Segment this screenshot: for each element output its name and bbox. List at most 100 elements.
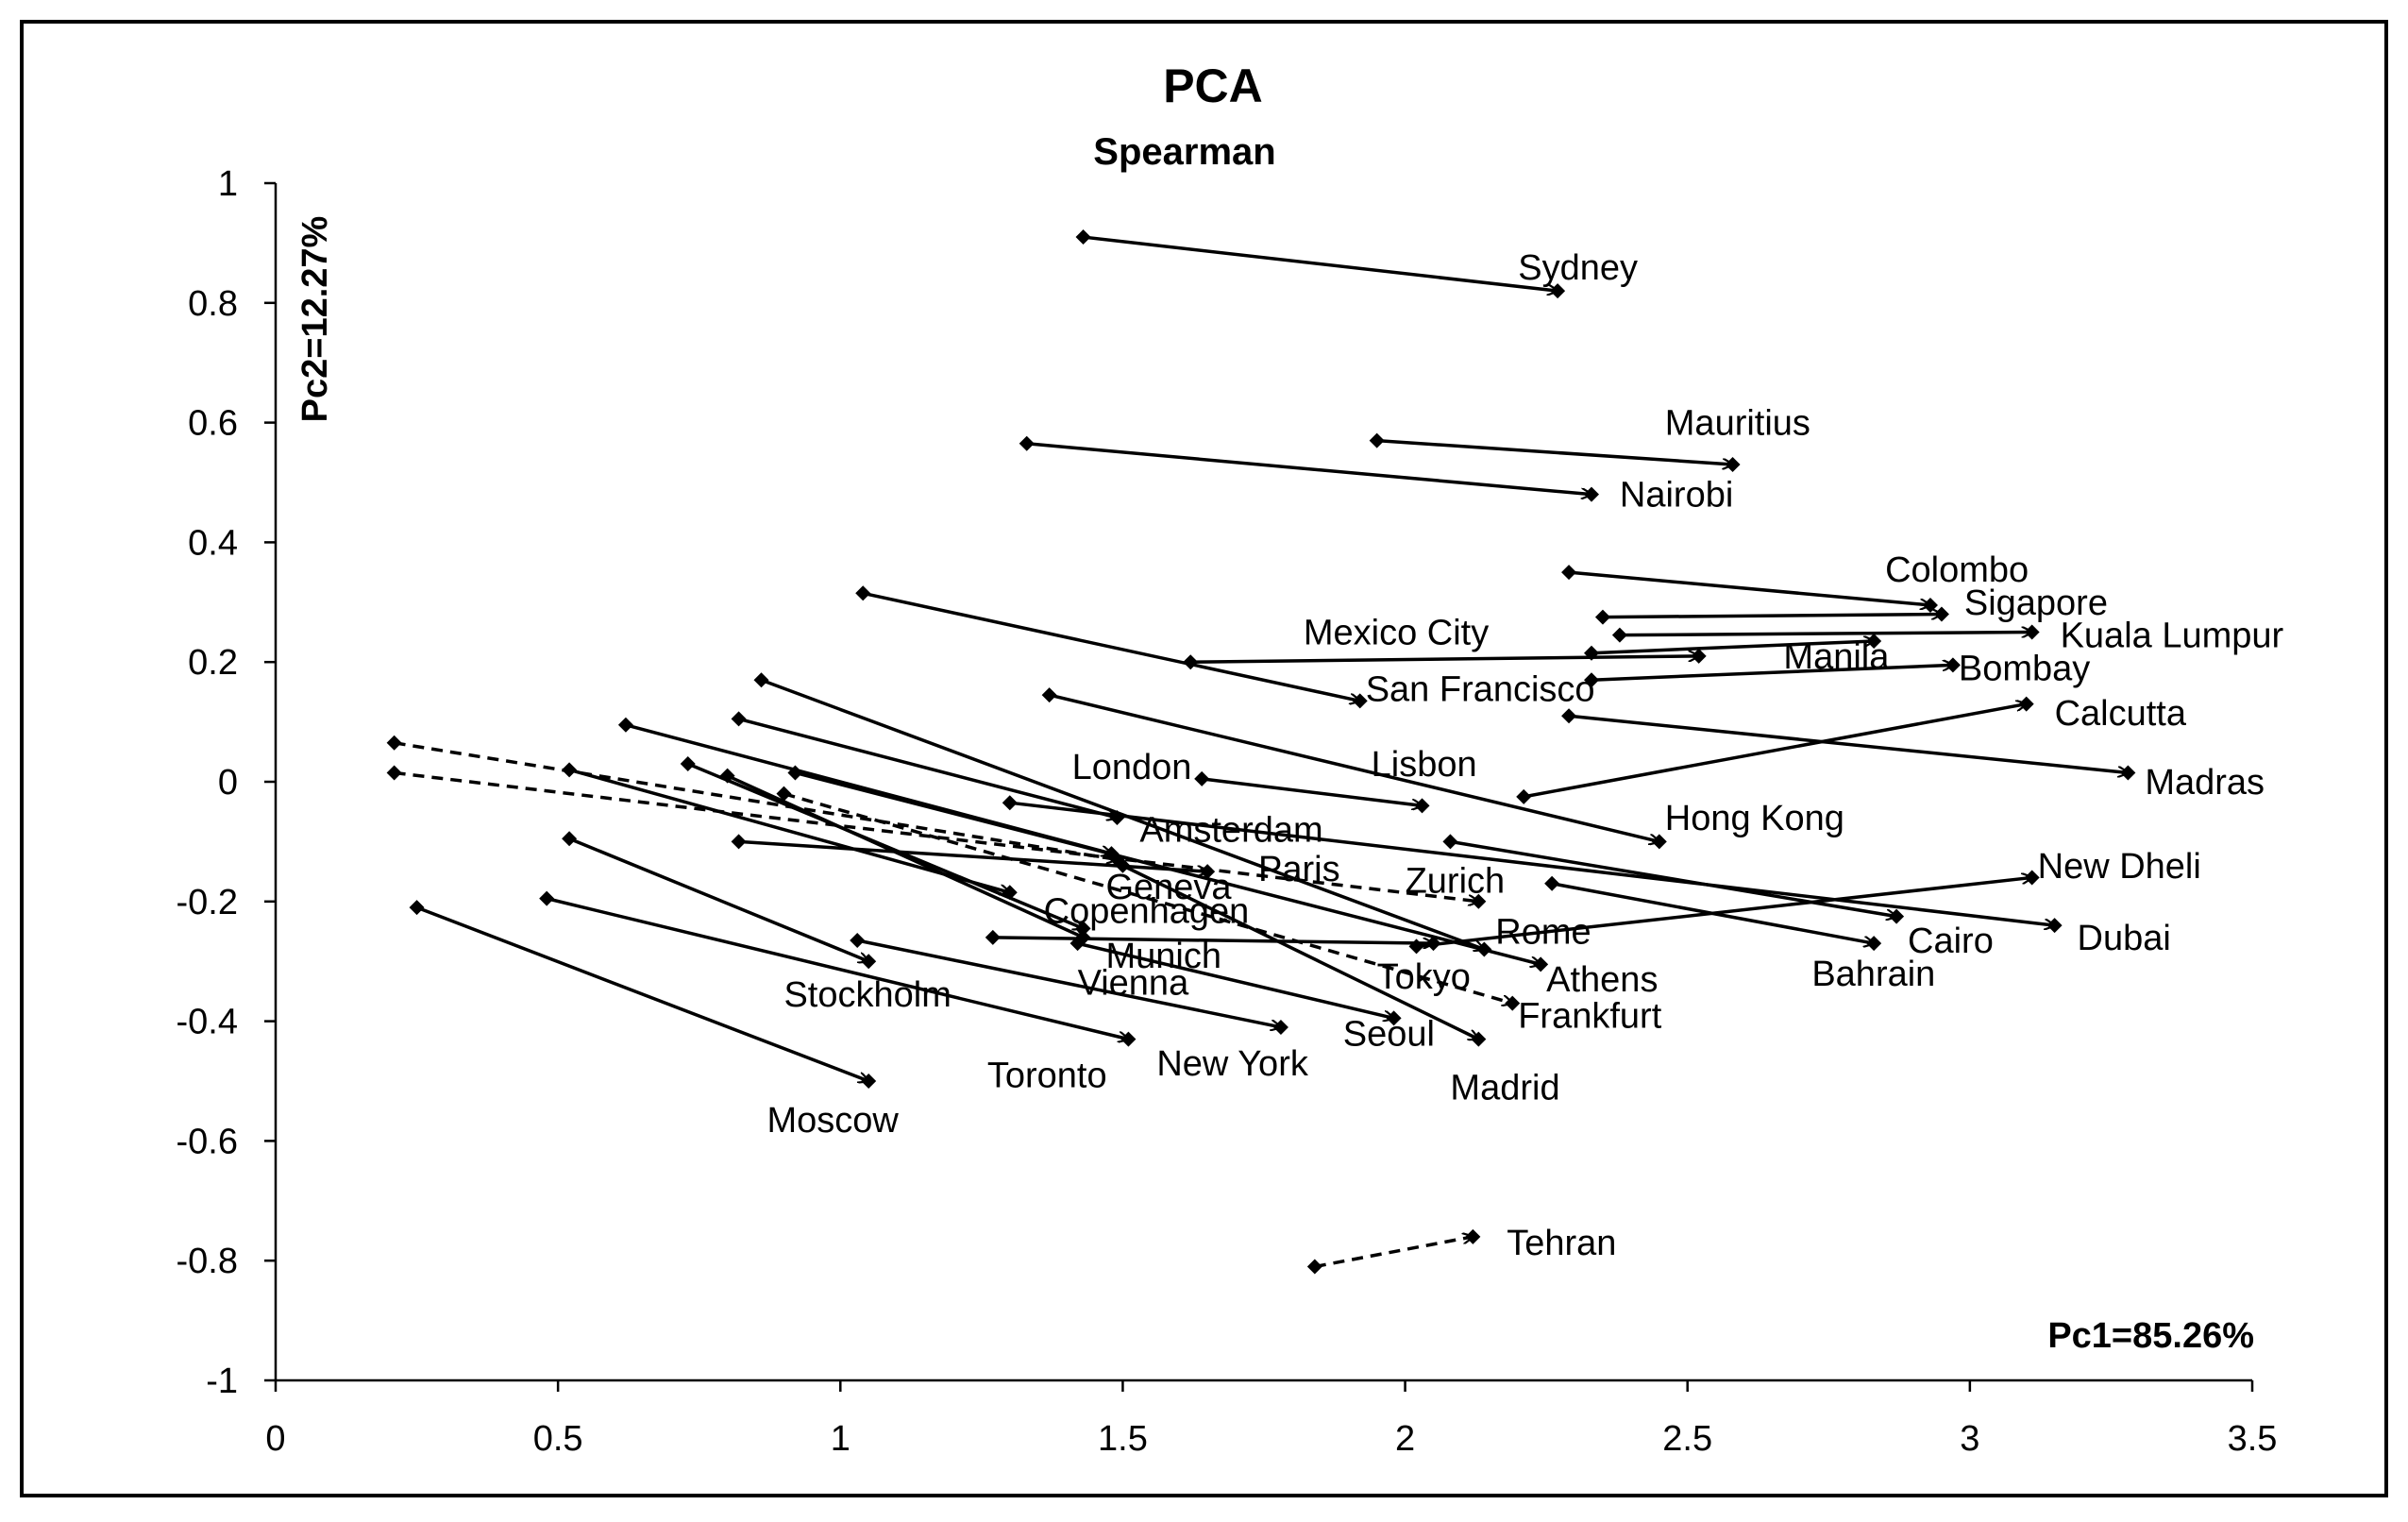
- point-end: [1386, 1010, 1402, 1026]
- y-tick-label: -1: [206, 1361, 238, 1401]
- point-start: [1306, 1259, 1322, 1275]
- arrow-manila: [1591, 641, 1874, 655]
- point-end: [1505, 995, 1521, 1011]
- point-end: [861, 1074, 877, 1089]
- point-end: [1471, 893, 1487, 909]
- label-dubai: Dubai: [2078, 919, 2171, 958]
- label-mexico-city: Mexico City: [1304, 614, 1489, 653]
- point-end: [2024, 870, 2040, 886]
- x-tick-label: 3: [1960, 1419, 1979, 1459]
- arrow-madrid: [1121, 864, 1478, 1040]
- point-start: [753, 672, 769, 688]
- arrow-nairobi: [1026, 442, 1591, 495]
- label-tehran: Tehran: [1507, 1224, 1616, 1263]
- label-lisbon: Lisbon: [1372, 745, 1477, 785]
- point-start: [985, 929, 1001, 945]
- label-mauritius: Mauritius: [1665, 404, 1810, 444]
- point-end: [1200, 864, 1216, 880]
- y-tick-label: 0.2: [188, 643, 238, 683]
- label-munich: Munich: [1105, 937, 1221, 976]
- arrow-sigapore: [1602, 614, 1942, 617]
- point-start: [1019, 435, 1035, 451]
- point-start: [1442, 834, 1458, 850]
- label-vienna: Vienna: [1078, 963, 1190, 1003]
- point-start: [855, 585, 871, 601]
- label-paris: Paris: [1258, 850, 1340, 889]
- point-end: [1889, 908, 1905, 924]
- y-tick-label: -0.4: [177, 1003, 238, 1042]
- point-end: [2046, 918, 2063, 934]
- label-london: London: [1072, 748, 1192, 787]
- arrow-mauritius: [1376, 438, 1733, 465]
- point-start: [719, 768, 735, 784]
- arrow-dubai: [1009, 801, 2055, 925]
- label-new-york: New York: [1156, 1044, 1309, 1084]
- arrow-lisbon: [1201, 777, 1422, 806]
- x-tick-label: 1: [831, 1419, 850, 1459]
- arrow-mexico-city: [1190, 656, 1698, 664]
- arrow-new-dheli: [1416, 877, 2032, 949]
- y-tick-label: 0.8: [188, 284, 238, 324]
- point-end: [1933, 606, 1949, 622]
- point-start: [1584, 672, 1600, 688]
- chart-subtitle: Spearman: [1093, 131, 1275, 173]
- point-end: [1120, 1031, 1137, 1047]
- arrow-tokyo: [992, 936, 1434, 943]
- point-end: [2018, 696, 2034, 712]
- point-end: [1272, 1019, 1288, 1035]
- arrow-london: [738, 717, 1118, 818]
- point-start: [776, 786, 792, 802]
- point-start: [1069, 936, 1086, 952]
- label-manila: Manila: [1783, 637, 1890, 677]
- point-start: [1115, 857, 1131, 873]
- point-start: [731, 711, 747, 727]
- label-sigapore: Sigapore: [1964, 583, 2108, 623]
- chart-title: PCA: [1163, 59, 1263, 112]
- arrow-rome: [760, 678, 1485, 949]
- arrows: [386, 229, 2136, 1275]
- arrow-zurich: [394, 741, 1118, 860]
- label-hong-kong: Hong Kong: [1665, 799, 1844, 838]
- y-tick-label: -0.6: [177, 1122, 238, 1161]
- label-san-francisco: San Francisco: [1366, 670, 1595, 710]
- point-end: [1425, 936, 1441, 952]
- city-labels: Sydney Mauritius Nairobi ColomboSigaporeKua…: [767, 248, 2284, 1263]
- point-end: [1691, 648, 1707, 664]
- arrow-san-francisco: [862, 591, 1359, 701]
- point-end: [1945, 657, 1961, 673]
- point-end: [1465, 1228, 1481, 1244]
- x-tick-label: 2.5: [1662, 1419, 1712, 1459]
- label-calcutta: Calcutta: [2055, 694, 2187, 734]
- x-tick-label: 3.5: [2228, 1419, 2278, 1459]
- point-start: [1561, 565, 1577, 581]
- x-axis-title: Pc1=85.26%: [2047, 1316, 2254, 1356]
- arrow-colombo: [1568, 570, 1930, 605]
- point-end: [1866, 936, 1882, 952]
- point-end: [861, 954, 877, 970]
- label-toronto: Toronto: [987, 1057, 1107, 1096]
- arrow-sydney: [1083, 235, 1558, 291]
- point-end: [1550, 283, 1566, 299]
- point-start: [539, 890, 555, 906]
- point-start: [1075, 229, 1091, 245]
- label-bahrain: Bahrain: [1811, 955, 1935, 994]
- point-start: [617, 717, 633, 733]
- y-tick-label: 0: [218, 763, 238, 803]
- point-start: [1594, 609, 1610, 625]
- point-start: [1041, 687, 1057, 703]
- arrow-moscow: [415, 905, 869, 1081]
- label-amsterdam: Amsterdam: [1139, 811, 1322, 851]
- arrow-cairo: [1450, 839, 1896, 916]
- y-tick-label: 0.4: [188, 523, 238, 563]
- point-start: [731, 834, 747, 850]
- label-moscow: Moscow: [767, 1101, 900, 1141]
- point-start: [850, 933, 866, 949]
- label-new-dheli: New Dheli: [2038, 847, 2201, 887]
- point-start: [1194, 770, 1210, 786]
- point-start: [1544, 875, 1560, 891]
- point-start: [562, 831, 578, 847]
- label-nairobi: Nairobi: [1620, 476, 1733, 516]
- point-end: [2024, 624, 2040, 640]
- chart-border: [20, 20, 2388, 1497]
- y-tick-label: 0.6: [188, 404, 238, 444]
